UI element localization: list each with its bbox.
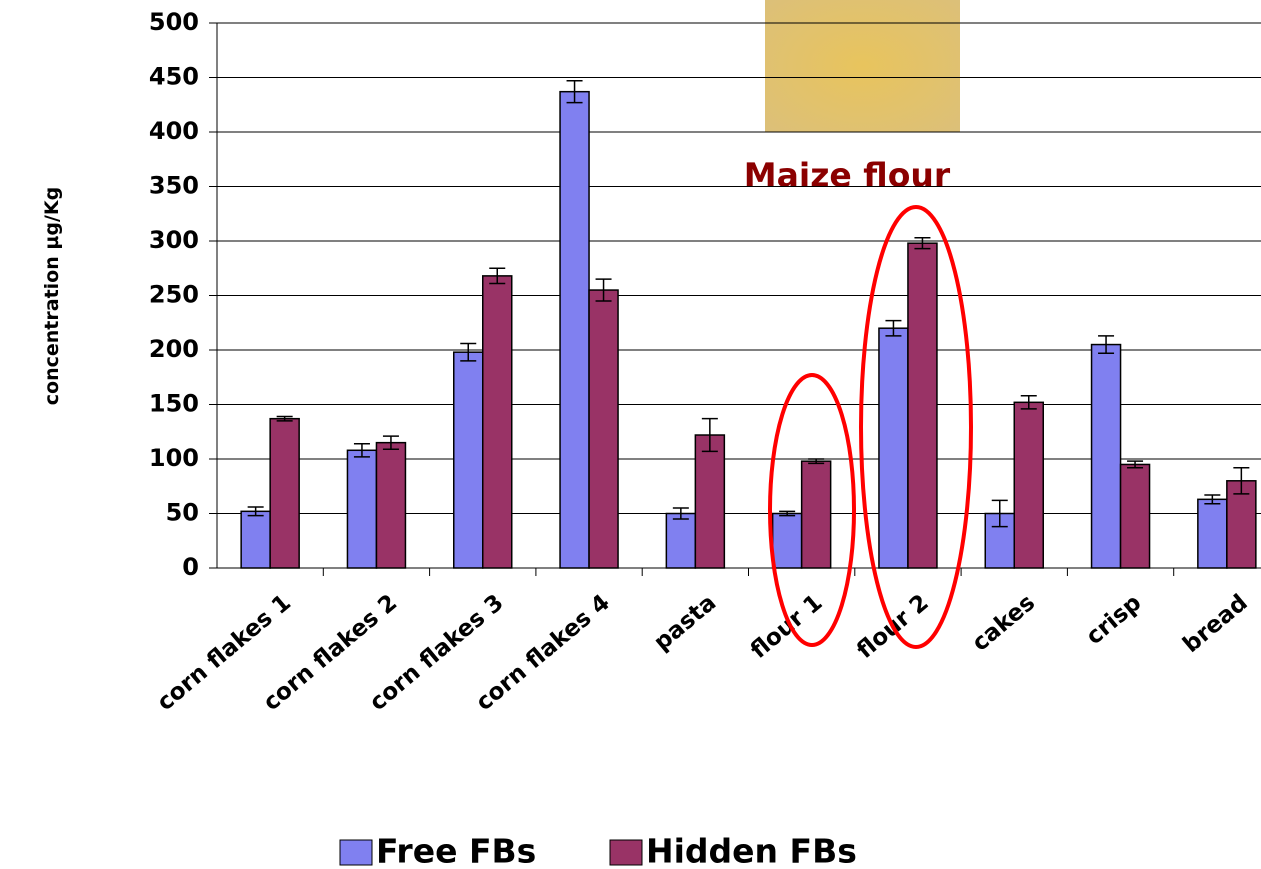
bar (560, 92, 589, 568)
legend-swatch (340, 840, 372, 865)
y-tick-label: 200 (149, 335, 199, 363)
x-tick-label: bread (1178, 590, 1252, 658)
bar (241, 511, 270, 568)
bar (483, 276, 512, 568)
y-axis-label: concentration µg/Kg (41, 187, 63, 405)
bar (695, 435, 724, 568)
y-tick-label: 50 (166, 499, 199, 527)
bar (879, 328, 908, 568)
y-tick-label: 350 (149, 172, 199, 200)
bar (908, 243, 937, 568)
bar (666, 514, 695, 569)
y-tick-label: 500 (149, 8, 199, 36)
bar (1014, 402, 1043, 568)
bar (773, 514, 802, 569)
chart: concentration µg/Kg Maize flour 0 50 100 15… (0, 0, 1261, 869)
y-tick-label: 400 (149, 117, 199, 145)
bar (1198, 499, 1227, 568)
x-tick-label: cakes (967, 590, 1040, 657)
bar (802, 461, 831, 568)
bar (347, 450, 376, 568)
y-tick-label: 450 (149, 63, 199, 91)
y-tick-label: 0 (182, 553, 199, 581)
bar (589, 290, 618, 568)
x-tick-label: pasta (649, 590, 721, 656)
bar (1092, 345, 1121, 568)
bar (1121, 464, 1150, 568)
x-tick-label: flour 1 (746, 590, 828, 664)
bar (376, 443, 405, 568)
maize-flour-photo-texture (765, 0, 960, 132)
legend-label: Hidden FBs (646, 832, 857, 869)
legend-swatch (610, 840, 642, 865)
y-tick-label: 100 (149, 444, 199, 472)
legend-label: Free FBs (376, 832, 536, 869)
annotation: Maize flour (744, 156, 951, 195)
bar (270, 419, 299, 568)
y-tick-label: 250 (149, 281, 199, 309)
x-tick-label: crisp (1081, 590, 1146, 650)
y-tick-label: 300 (149, 226, 199, 254)
y-tick-label: 150 (149, 390, 199, 418)
bar (454, 352, 483, 568)
